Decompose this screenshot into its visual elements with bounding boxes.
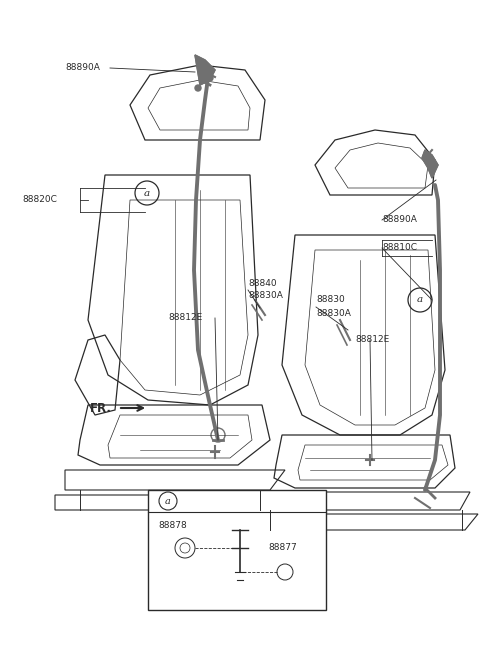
Text: 88810C: 88810C (382, 243, 417, 253)
Text: 88877: 88877 (268, 544, 297, 552)
Text: FR.: FR. (90, 401, 112, 415)
Text: 88840: 88840 (248, 279, 276, 287)
Text: a: a (417, 295, 423, 304)
Text: 88812E: 88812E (168, 314, 202, 323)
Text: 88812E: 88812E (355, 335, 389, 344)
Text: 88830: 88830 (316, 295, 345, 304)
Polygon shape (195, 55, 215, 85)
Text: 88890A: 88890A (382, 216, 417, 224)
Text: 88878: 88878 (158, 520, 187, 529)
Polygon shape (422, 150, 438, 178)
Text: 88830A: 88830A (248, 291, 283, 300)
Circle shape (207, 75, 213, 81)
Text: a: a (165, 497, 171, 506)
Text: a: a (144, 188, 150, 197)
Circle shape (195, 85, 201, 91)
Text: 88820C: 88820C (22, 195, 57, 205)
Text: 88890A: 88890A (65, 64, 100, 73)
Bar (148, 490, 326, 610)
Text: 88830A: 88830A (316, 308, 351, 318)
